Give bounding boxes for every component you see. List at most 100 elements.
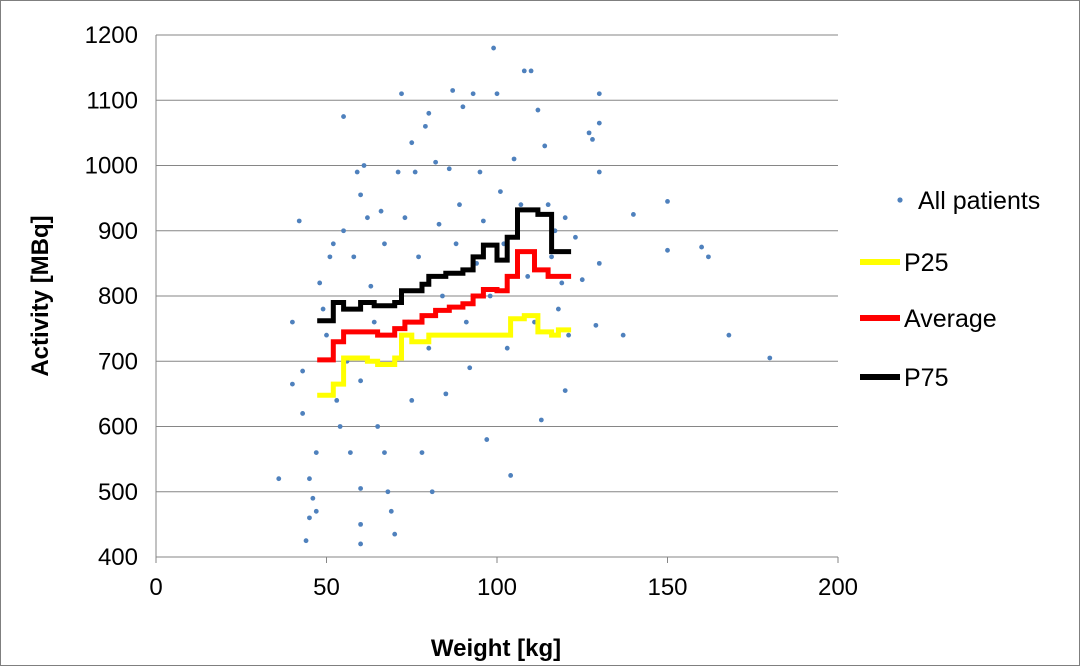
data-point <box>521 68 527 74</box>
data-point <box>361 163 367 168</box>
data-point <box>528 68 534 74</box>
data-point <box>545 202 551 208</box>
data-point <box>436 221 442 227</box>
data-point <box>276 476 282 482</box>
data-point <box>409 398 415 403</box>
data-point <box>422 123 428 129</box>
data-point <box>358 192 363 198</box>
data-point <box>347 450 353 455</box>
y-tick-label: 500 <box>98 479 138 506</box>
data-point <box>579 277 585 283</box>
x-tick-label: 0 <box>149 574 162 601</box>
data-point <box>324 332 329 338</box>
legend-label: Average <box>904 305 997 333</box>
data-point <box>460 104 466 110</box>
y-tick-label: 1100 <box>86 87 138 114</box>
data-point <box>596 169 602 175</box>
data-point <box>596 120 602 126</box>
y-tick-label: 400 <box>98 544 138 571</box>
data-point <box>562 215 568 221</box>
data-point <box>446 166 452 172</box>
data-point <box>525 274 531 279</box>
data-point <box>290 381 295 387</box>
data-point <box>573 234 578 240</box>
data-point <box>395 169 401 175</box>
data-point <box>426 110 432 116</box>
y-tick-label: 800 <box>98 283 138 310</box>
data-point <box>307 476 312 482</box>
legend-item: All patients <box>897 187 1040 215</box>
data-point <box>409 140 415 146</box>
series-line-average <box>317 249 572 363</box>
data-point <box>586 130 592 136</box>
data-point <box>699 244 704 250</box>
data-point <box>429 489 435 495</box>
data-point <box>566 332 572 338</box>
data-point <box>484 437 490 442</box>
data-point <box>450 88 456 93</box>
legend-item: P75 <box>860 364 948 392</box>
data-point <box>542 143 548 149</box>
axes <box>155 35 839 563</box>
series-line-p75 <box>317 207 572 324</box>
data-point <box>368 283 374 289</box>
data-point <box>463 319 469 325</box>
data-point <box>518 202 524 208</box>
data-point <box>412 169 418 175</box>
x-tick-labels: 0 50 100 150 200 <box>149 574 858 601</box>
data-point <box>365 215 370 221</box>
y-tick-label: 700 <box>98 348 138 375</box>
data-point <box>330 241 336 247</box>
legend-item: Average <box>860 305 997 333</box>
legend-label: P25 <box>904 249 948 277</box>
data-point <box>341 114 346 119</box>
data-point <box>511 156 517 162</box>
gridlines <box>156 34 838 558</box>
data-point <box>416 254 421 260</box>
data-point <box>538 417 544 423</box>
y-tick-label: 1200 <box>85 22 138 49</box>
x-tick-label: 200 <box>818 574 858 601</box>
data-point <box>310 495 316 501</box>
data-point <box>313 508 319 514</box>
y-axis-title: Activity [MBq] <box>27 215 54 376</box>
legend-marker <box>897 197 903 203</box>
data-point <box>307 515 312 521</box>
x-tick-label: 100 <box>477 574 517 601</box>
data-point <box>426 345 432 351</box>
data-point <box>334 398 340 403</box>
data-point <box>337 424 343 429</box>
data-point <box>375 424 381 429</box>
data-point <box>290 319 295 325</box>
data-point <box>385 489 391 495</box>
data-point <box>549 254 554 260</box>
data-point <box>327 254 333 260</box>
data-point <box>559 280 565 286</box>
data-point <box>317 280 323 286</box>
data-point <box>590 137 595 142</box>
series-line-p25 <box>317 313 572 398</box>
data-point <box>470 91 476 97</box>
data-point <box>433 159 439 165</box>
y-tick-labels: 400 500 600 700 800 900 1000 1100 1200 <box>85 22 138 571</box>
data-point <box>402 215 408 221</box>
data-point <box>399 91 404 97</box>
legend-label: All patients <box>918 187 1040 215</box>
data-point <box>562 388 568 394</box>
data-point <box>631 212 636 217</box>
data-point <box>665 198 670 204</box>
data-point <box>504 345 510 351</box>
legend-label: P75 <box>904 364 948 392</box>
data-point <box>487 293 493 299</box>
data-point <box>620 332 626 338</box>
data-point <box>320 306 326 312</box>
data-point <box>596 91 602 97</box>
data-point <box>354 169 360 175</box>
data-point <box>508 473 514 478</box>
data-point <box>382 450 387 455</box>
x-axis-title: Weight [kg] <box>431 635 561 662</box>
data-point <box>358 541 363 547</box>
data-point <box>296 218 302 224</box>
y-tick-label: 600 <box>98 414 138 441</box>
